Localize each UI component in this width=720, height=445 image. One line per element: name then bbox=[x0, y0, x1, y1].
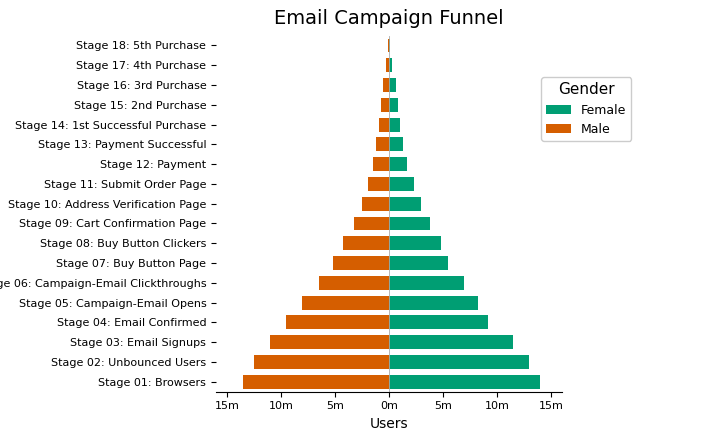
Bar bbox=[389, 39, 390, 53]
Bar bbox=[389, 316, 488, 329]
Bar bbox=[389, 335, 513, 349]
Bar bbox=[333, 256, 389, 270]
Bar bbox=[389, 58, 392, 72]
Bar bbox=[389, 117, 400, 132]
Bar bbox=[389, 295, 478, 310]
Bar bbox=[302, 295, 389, 310]
Bar bbox=[389, 98, 398, 112]
Title: Email Campaign Funnel: Email Campaign Funnel bbox=[274, 9, 503, 28]
Bar bbox=[287, 316, 389, 329]
Bar bbox=[389, 217, 430, 231]
Bar bbox=[384, 78, 389, 92]
Legend: Female, Male: Female, Male bbox=[541, 77, 631, 141]
Bar bbox=[354, 217, 389, 231]
Bar bbox=[389, 157, 408, 171]
Bar bbox=[389, 355, 529, 369]
Bar bbox=[369, 177, 389, 191]
Bar bbox=[389, 375, 540, 388]
X-axis label: Users: Users bbox=[369, 417, 408, 431]
Bar bbox=[389, 256, 448, 270]
Bar bbox=[243, 375, 389, 388]
Bar bbox=[254, 355, 389, 369]
Bar bbox=[389, 236, 441, 250]
Bar bbox=[382, 98, 389, 112]
Bar bbox=[270, 335, 389, 349]
Bar bbox=[373, 157, 389, 171]
Bar bbox=[389, 197, 421, 210]
Bar bbox=[388, 39, 389, 53]
Bar bbox=[362, 197, 389, 210]
Bar bbox=[319, 276, 389, 290]
Bar bbox=[389, 177, 413, 191]
Bar bbox=[343, 236, 389, 250]
Bar bbox=[386, 58, 389, 72]
Bar bbox=[376, 138, 389, 151]
Bar bbox=[389, 138, 403, 151]
Bar bbox=[379, 117, 389, 132]
Bar bbox=[389, 276, 464, 290]
Bar bbox=[389, 78, 396, 92]
